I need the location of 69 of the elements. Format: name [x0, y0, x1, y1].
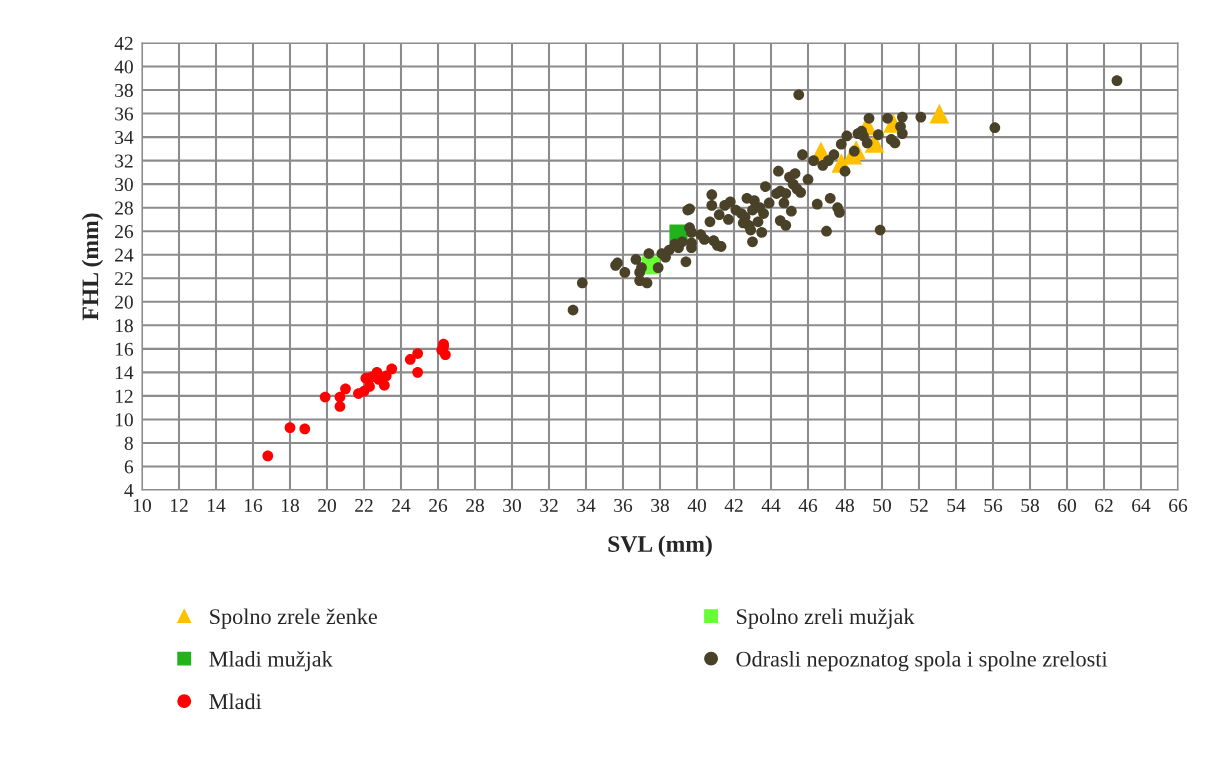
x-tick-label: 46: [798, 498, 818, 513]
x-tick-label: 66: [1169, 498, 1188, 513]
y-tick-label: 40: [114, 60, 133, 74]
x-tick-label: 42: [724, 498, 743, 512]
legend-label: Spolno zrele ženke: [210, 608, 377, 629]
x-tick-label: 58: [1021, 498, 1039, 513]
y-axis-title: FHL (mm): [81, 213, 104, 321]
y-tick-label: 16: [115, 342, 134, 356]
point: [334, 391, 346, 403]
x-tick-label: 50: [873, 498, 891, 513]
y-tick-label: 34: [115, 130, 134, 145]
y-tick-label: 8: [124, 436, 133, 450]
y-tick-label: 28: [115, 201, 133, 215]
point: [319, 391, 331, 403]
x-tick-label: 30: [503, 498, 521, 513]
y-tick-label: 4: [124, 483, 134, 497]
x-tick-label: 56: [984, 498, 1003, 513]
y-tick-label: 12: [115, 389, 133, 403]
y-tick-label: 38: [115, 83, 133, 97]
x-tick-label: 26: [429, 498, 448, 513]
x-tick-label: 18: [281, 498, 299, 513]
point: [440, 349, 451, 361]
x-axis-title: SVL (mm): [608, 535, 712, 557]
legend-label: Mladi mužjak: [209, 650, 333, 672]
x-tick-label: 60: [1058, 498, 1076, 513]
point: [404, 354, 416, 365]
point: [334, 401, 346, 412]
y-tick-label: 26: [115, 225, 134, 239]
y-tick-label: 36: [115, 107, 134, 121]
point: [364, 381, 375, 392]
y-tick-label: 24: [115, 248, 134, 262]
x-tick-label: 48: [835, 498, 854, 513]
x-tick-label: 28: [466, 498, 484, 513]
point: [412, 366, 424, 378]
y-tick-label: 30: [115, 177, 133, 192]
point: [412, 348, 424, 359]
point: [929, 103, 950, 124]
x-tick-label: 38: [651, 498, 669, 513]
x-tick-label: 24: [392, 498, 411, 512]
y-tick-label: 6: [124, 460, 134, 474]
x-tick-label: 32: [540, 498, 558, 513]
x-tick-label: 14: [207, 498, 226, 512]
legend-label: Spolno zreli mužjak: [737, 608, 915, 629]
x-tick-label: 12: [170, 498, 188, 512]
legend-label: Mladi: [209, 693, 262, 710]
x-tick-label: 36: [614, 498, 633, 513]
point: [340, 383, 351, 395]
x-tick-label: 20: [318, 498, 336, 513]
y-tick-label: 10: [115, 413, 133, 427]
x-tick-label: 40: [687, 498, 706, 513]
x-tick-label: 54: [947, 499, 966, 513]
x-tick-label: 44: [761, 499, 781, 512]
y-tick-label: 18: [115, 319, 133, 333]
y-tick-label: 14: [115, 366, 134, 380]
y-tick-label: 20: [115, 295, 133, 309]
point: [299, 423, 311, 435]
point: [386, 363, 398, 375]
point: [284, 422, 296, 434]
x-tick-label: 16: [244, 498, 263, 513]
x-tick-label: 64: [1132, 498, 1151, 513]
y-tick-label: 42: [114, 36, 133, 50]
x-tick-label: 52: [910, 498, 928, 513]
point: [262, 450, 274, 462]
y-tick-label: 32: [115, 154, 133, 168]
legend-label: Odrasli nepoznatog spola i spolne zrelosti: [736, 650, 1108, 672]
x-tick-label: 22: [355, 498, 373, 512]
x-tick-label: 62: [1095, 498, 1113, 513]
y-tick-label: 22: [115, 272, 133, 286]
x-tick-label: 34: [577, 498, 596, 513]
